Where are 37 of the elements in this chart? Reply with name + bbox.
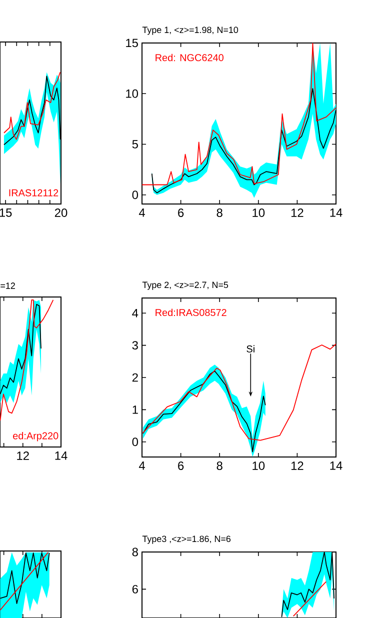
x-tick-label: 12 <box>291 462 304 470</box>
annotation: Red: NGC6240 <box>156 54 224 62</box>
x-tick-label: 14 <box>330 462 342 470</box>
x-tick-label: 4 <box>138 462 145 470</box>
x-tick-label: 8 <box>216 462 222 470</box>
x-tick-label: 10 <box>252 208 265 217</box>
annotation: ed:Arp220 <box>13 432 58 442</box>
x-tick-label: 6 <box>178 462 184 470</box>
x-tick-label: 14 <box>330 208 342 217</box>
y-tick-label: 2 <box>132 373 138 382</box>
y-tick-label: 6 <box>132 584 138 594</box>
x-tick-label: 20 <box>54 208 68 217</box>
y-tick-label: 4 <box>132 309 138 318</box>
y-tick-label: 15 <box>126 38 138 48</box>
chart-title: Type 2, <z>=2.7, N=5 <box>142 282 228 290</box>
annotation: IRAS12112 <box>9 189 58 196</box>
annotation: Si <box>246 345 254 352</box>
annotation: Red:IRAS08572 <box>156 308 226 316</box>
y-tick-label: 8 <box>132 548 138 556</box>
y-tick-label: 0 <box>132 438 138 446</box>
y-tick-label: 0 <box>132 190 138 200</box>
x-tick-label: 14 <box>55 452 68 460</box>
x-tick-label: 12 <box>17 452 29 460</box>
line-series <box>142 344 336 441</box>
x-tick-label: 12 <box>291 208 304 217</box>
y-tick-label: 10 <box>126 89 138 98</box>
y-tick-label: 1 <box>132 406 138 414</box>
chart-title: Type 1, <z>=1.98, N=10 <box>142 26 238 35</box>
chart-title: Type3 ,<z>=1.86, N=6 <box>142 536 231 544</box>
x-tick-label: 4 <box>138 208 145 217</box>
x-tick-label: 8 <box>216 208 222 217</box>
y-tick-label: 5 <box>132 140 138 148</box>
x-tick-label: 15 <box>0 208 12 217</box>
y-tick-label: 3 <box>132 341 138 350</box>
x-tick-label: 10 <box>252 462 265 470</box>
x-tick-label: 6 <box>178 208 184 217</box>
chart-title: =12 <box>0 282 15 289</box>
